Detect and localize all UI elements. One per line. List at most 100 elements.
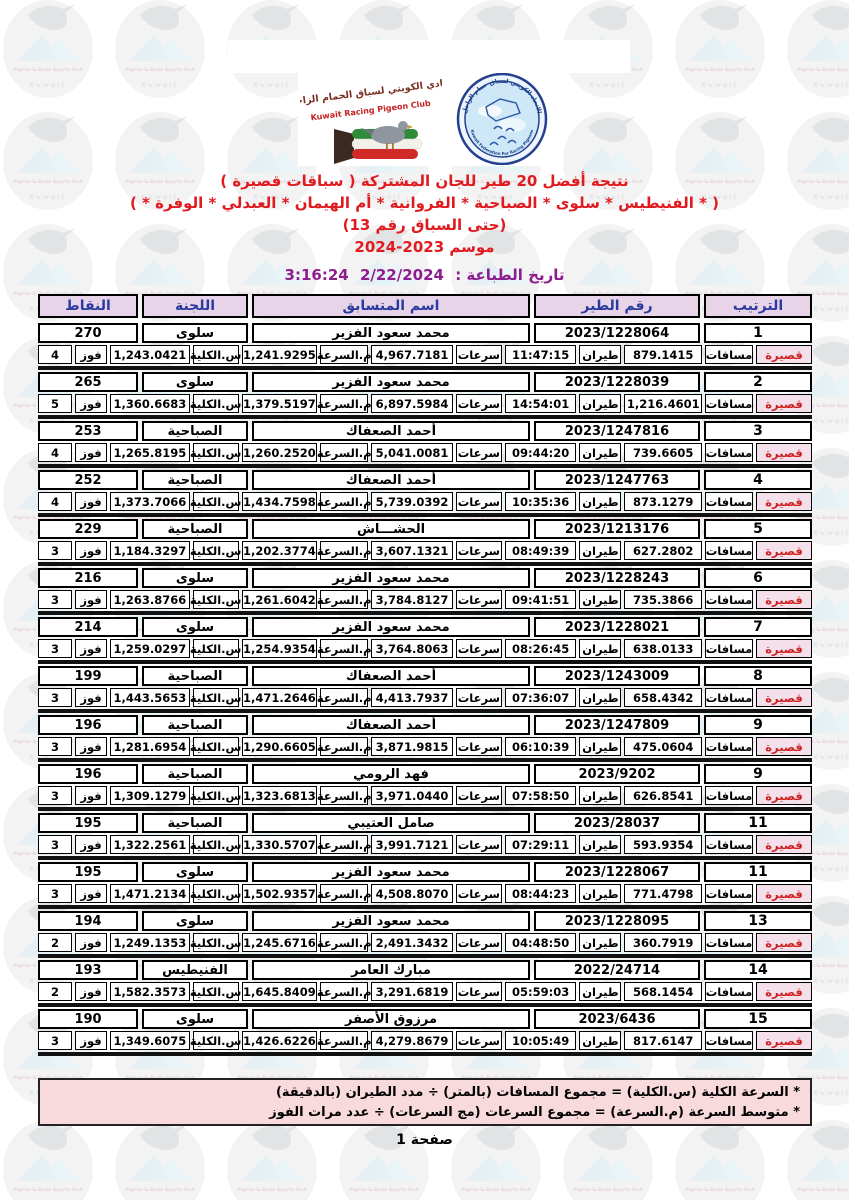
contestant-name-value: محمد سعود الفزير [252, 911, 530, 931]
total-speed-value: 1,349.6075 [110, 1031, 190, 1050]
bird-number-value: 2023/1247763 [534, 470, 700, 490]
speeds-label: سرعات [455, 884, 502, 903]
category-badge: قصيرة [756, 345, 812, 364]
wins-value: 2 [38, 982, 73, 1001]
flight-time-value: 09:44:20 [504, 443, 577, 462]
committee-value: الصباحية [142, 421, 248, 441]
page-number-label: صفحة 1 [0, 1132, 849, 1148]
committee-value: الصباحية [142, 764, 248, 784]
print-date-label: تاريخ الطباعة : [455, 266, 565, 284]
result-entry: 14 2022/24714 مبارك العامر الفنيطيس 193 … [38, 958, 812, 1007]
rank-value: 2 [704, 372, 812, 392]
svg-text:Pigeon & Birds Sports Club: Pigeon & Birds Sports Club [461, 851, 532, 857]
flight-label: طيران [579, 492, 622, 511]
category-badge: قصيرة [756, 492, 812, 511]
svg-text:Pigeon & Birds Sports Club: Pigeon & Birds Sports Club [797, 739, 849, 745]
svg-text:Kuwait: Kuwait [141, 193, 178, 201]
distances-label: مسافات [705, 590, 753, 609]
committee-value: الصباحية [142, 519, 248, 539]
header-committee: اللجنة [142, 294, 248, 318]
svg-text:Pigeon & Birds Sports Club: Pigeon & Birds Sports Club [461, 515, 532, 521]
watermark-club-badge-icon: Pigeon & Birds Sports Club Kuwait [563, 1120, 653, 1200]
category-badge: قصيرة [756, 1031, 812, 1050]
svg-text:Pigeon & Birds Sports Club: Pigeon & Birds Sports Club [125, 179, 196, 185]
entry-detail-row: قصيرة مسافات 593.9354 طيران 07:29:11 سرع… [38, 835, 812, 854]
wins-value: 3 [38, 835, 73, 854]
flight-time-value: 08:49:39 [504, 541, 577, 560]
svg-text:Pigeon & Birds Sports Club: Pigeon & Birds Sports Club [797, 515, 849, 521]
category-badge: قصيرة [756, 933, 812, 952]
bird-number-value: 2023/6436 [534, 1009, 700, 1029]
svg-text:Kuwait: Kuwait [477, 753, 514, 761]
avg-speed-value: 1,645.8409 [241, 982, 318, 1001]
season-word: موسم [449, 238, 495, 256]
wins-label: فوز [75, 688, 108, 707]
flight-time-value: 09:41:51 [504, 590, 577, 609]
rank-value: 3 [704, 421, 812, 441]
total-speed-label: س.الكلية [190, 933, 241, 952]
federation-badge-icon: الاتحاد الكويتي لسباق حمام الزاجل Kuwait… [456, 73, 548, 165]
entry-main-row: 4 2023/1247763 أحمد الصعفاك الصباحية 252 [38, 470, 812, 490]
entry-main-row: 9 2023/9202 فهد الرومي الصباحية 196 [38, 764, 812, 784]
distances-value: 627.2802 [624, 541, 702, 560]
avg-speed-label: م.السرعة [317, 345, 372, 364]
avg-speed-value: 1,379.5197 [241, 394, 318, 413]
speeds-value: 2,491.3432 [371, 933, 453, 952]
svg-text:Kuwait: Kuwait [29, 977, 66, 985]
flight-label: طيران [579, 786, 622, 805]
svg-text:Pigeon & Birds Sports Club: Pigeon & Birds Sports Club [797, 627, 849, 633]
entry-detail-row: قصيرة مسافات 1,216.4601 طيران 14:54:01 س… [38, 394, 812, 413]
entry-main-row: 9 2023/1247809 أحمد الصعفاك الصباحية 196 [38, 715, 812, 735]
contestant-name-value: محمد سعود الفزير [252, 617, 530, 637]
svg-text:Pigeon & Birds Sports Club: Pigeon & Birds Sports Club [125, 851, 196, 857]
svg-text:Kuwait: Kuwait [365, 977, 402, 985]
avg-speed-value: 1,502.9357 [241, 884, 318, 903]
wins-value: 5 [38, 394, 73, 413]
avg-speed-value: 1,202.3774 [241, 541, 318, 560]
svg-text:Kuwait: Kuwait [589, 81, 626, 89]
speeds-label: سرعات [455, 541, 502, 560]
points-value: 229 [38, 519, 138, 539]
result-entry: 7 2023/1228021 محمد سعود الفزير سلوى 214… [38, 615, 812, 664]
total-speed-value: 1,309.1279 [110, 786, 190, 805]
avg-speed-label: م.السرعة [317, 541, 372, 560]
title-line-1: نتيجة أفضل 20 طير للجان المشتركة ( سباقا… [220, 172, 629, 190]
flight-label: طيران [579, 1031, 622, 1050]
avg-speed-value: 1,260.2520 [241, 443, 318, 462]
avg-speed-label: م.السرعة [317, 443, 372, 462]
result-entry: 1 2023/1228064 محمد سعود الفزير سلوى 270… [38, 321, 812, 370]
flight-time-value: 14:54:01 [504, 394, 577, 413]
speeds-label: سرعات [455, 492, 502, 511]
entry-main-row: 11 2023/28037 صامل العتيبي الصباحية 195 [38, 813, 812, 833]
points-value: 190 [38, 1009, 138, 1029]
category-badge: قصيرة [756, 835, 812, 854]
footnote-line-2: * متوسط السرعة (م.السرعة) = مجموع السرعا… [269, 1105, 800, 1120]
flight-time-value: 07:58:50 [504, 786, 577, 805]
svg-text:Kuwait: Kuwait [477, 977, 514, 985]
svg-text:Kuwait: Kuwait [365, 193, 402, 201]
result-entry: 3 2023/1247816 أحمد الصعفاك الصباحية 253… [38, 419, 812, 468]
committee-value: سلوى [142, 1009, 248, 1029]
distances-value: 771.4798 [624, 884, 702, 903]
svg-text:Pigeon & Birds Sports Club: Pigeon & Birds Sports Club [685, 1187, 756, 1193]
committee-value: الصباحية [142, 666, 248, 686]
total-speed-value: 1,582.3573 [110, 982, 190, 1001]
svg-text:Pigeon & Birds Sports Club: Pigeon & Birds Sports Club [349, 851, 420, 857]
svg-text:Pigeon & Birds Sports Club: Pigeon & Birds Sports Club [573, 179, 644, 185]
flight-time-value: 10:05:49 [504, 1031, 577, 1050]
wins-value: 2 [38, 933, 73, 952]
wins-label: فوز [75, 443, 108, 462]
distances-value: 626.8541 [624, 786, 702, 805]
entry-detail-row: قصيرة مسافات 360.7919 طيران 04:48:50 سرع… [38, 933, 812, 952]
header-points: النقاط [38, 294, 138, 318]
flying-birds-icon [489, 125, 517, 146]
category-badge: قصيرة [756, 884, 812, 903]
committee-value: الفنيطيس [142, 960, 248, 980]
committee-value: سلوى [142, 617, 248, 637]
wins-label: فوز [75, 541, 108, 560]
entry-main-row: 7 2023/1228021 محمد سعود الفزير سلوى 214 [38, 617, 812, 637]
points-value: 252 [38, 470, 138, 490]
print-date-line: تاريخ الطباعة : 2/22/2024 3:16:24 [0, 266, 849, 284]
wins-label: فوز [75, 982, 108, 1001]
svg-text:Kuwait: Kuwait [253, 753, 290, 761]
